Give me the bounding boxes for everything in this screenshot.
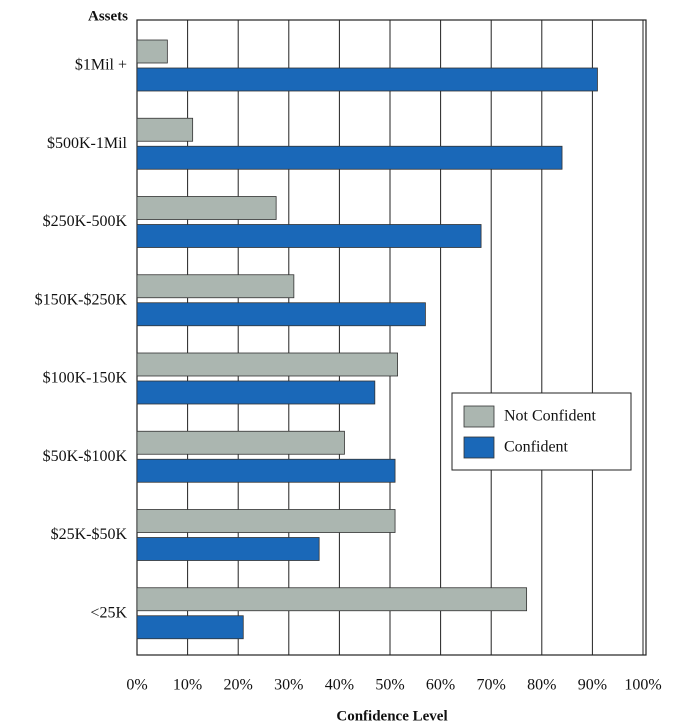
y-tick-label: $50K-$100K (43, 448, 128, 465)
x-tick-label: 50% (375, 677, 404, 694)
y-tick-label: $1Mil + (75, 57, 127, 74)
bar (136, 458, 396, 483)
x-tick-label: 70% (477, 677, 506, 694)
plot-frame (136, 19, 647, 656)
x-tick-label: 60% (426, 677, 455, 694)
bar (136, 39, 168, 64)
bar (136, 352, 398, 377)
legend-label: Confident (504, 439, 569, 456)
y-tick-label: $100K-150K (43, 370, 128, 387)
bar (136, 117, 194, 142)
y-tick-label: $250K-500K (43, 213, 128, 230)
legend-label: Not Confident (504, 408, 597, 425)
x-tick-label: 0% (126, 677, 147, 694)
bar (136, 67, 598, 92)
x-axis-title: Confidence Level (336, 708, 447, 724)
legend-box (451, 392, 632, 471)
bar (136, 196, 277, 220)
x-tick-label: 80% (527, 677, 556, 694)
y-tick-label: $150K-$250K (35, 291, 128, 308)
bar (136, 274, 295, 299)
bar (136, 587, 528, 612)
bar (136, 509, 396, 533)
x-tick-label: 100% (624, 677, 661, 694)
y-axis-title: Assets (88, 8, 128, 24)
bar (136, 302, 426, 327)
y-tick-label: <25K (90, 604, 127, 621)
x-tick-label: 40% (325, 677, 354, 694)
bar (136, 615, 244, 640)
y-tick-label: $25K-$50K (51, 526, 128, 543)
bar (136, 380, 376, 405)
x-tick-label: 10% (173, 677, 202, 694)
x-tick-label: 90% (578, 677, 607, 694)
legend-swatch (463, 436, 495, 459)
x-tick-label: 20% (224, 677, 253, 694)
bar (136, 537, 320, 561)
legend-swatch (463, 405, 495, 428)
bar (136, 430, 345, 455)
x-tick-label: 30% (274, 677, 303, 694)
bar (136, 145, 563, 170)
y-tick-label: $500K-1Mil (47, 135, 128, 152)
bar (136, 224, 482, 248)
